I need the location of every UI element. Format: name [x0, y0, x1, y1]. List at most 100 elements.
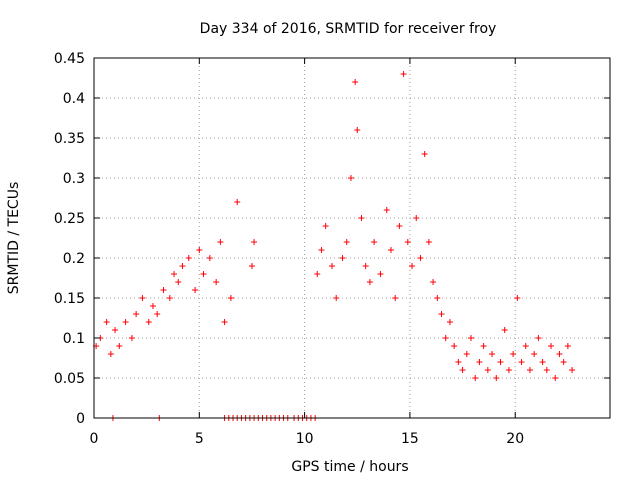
data-point — [112, 327, 119, 333]
data-point — [548, 343, 555, 349]
data-point — [396, 223, 403, 229]
data-point — [213, 279, 220, 285]
data-point — [200, 271, 207, 277]
y-tick-label: 0.4 — [63, 91, 85, 107]
data-point — [472, 375, 479, 381]
x-tick-label: 5 — [195, 431, 204, 447]
axis-ticks: 0 0.05 0.1 0.15 0.2 0.25 0.3 0.35 0.4 0.45 0 5 10 15 2… — [54, 51, 610, 447]
x-tick-label: 15 — [401, 431, 419, 447]
data-point — [535, 335, 542, 341]
data-point — [518, 359, 525, 365]
data-point — [103, 319, 110, 325]
data-point — [206, 255, 213, 261]
data-point — [166, 295, 173, 301]
data-point — [248, 263, 255, 269]
data-point — [451, 343, 458, 349]
y-tick-label: 0.35 — [54, 131, 85, 147]
data-point — [314, 271, 321, 277]
data-points — [93, 71, 576, 421]
data-point — [564, 343, 571, 349]
data-point — [116, 343, 123, 349]
data-point — [343, 239, 350, 245]
x-tick-label: 0 — [90, 431, 99, 447]
data-point — [322, 223, 329, 229]
data-point — [501, 327, 508, 333]
data-point — [149, 303, 156, 309]
data-point — [417, 255, 424, 261]
data-point — [505, 367, 512, 373]
data-point — [362, 263, 369, 269]
data-point — [251, 239, 258, 245]
data-point — [421, 151, 428, 157]
data-point — [171, 271, 178, 277]
data-point — [526, 367, 533, 373]
data-point — [446, 319, 453, 325]
data-point — [539, 359, 546, 365]
data-point — [404, 239, 411, 245]
data-point — [531, 351, 538, 357]
data-point — [217, 239, 224, 245]
y-tick-label: 0.05 — [54, 371, 85, 387]
data-point — [366, 279, 373, 285]
data-point — [333, 295, 340, 301]
data-point — [497, 359, 504, 365]
data-point — [318, 247, 325, 253]
data-point — [569, 367, 576, 373]
data-point — [463, 351, 470, 357]
data-point — [352, 79, 359, 85]
data-point — [383, 207, 390, 213]
data-point — [543, 367, 550, 373]
data-point — [160, 287, 167, 293]
x-tick-label: 20 — [506, 431, 524, 447]
data-point — [400, 71, 407, 77]
data-point — [339, 255, 346, 261]
data-point — [480, 343, 487, 349]
data-point — [133, 311, 140, 317]
data-point — [175, 279, 182, 285]
data-point — [107, 351, 114, 357]
data-point — [434, 295, 441, 301]
data-point — [196, 247, 203, 253]
data-point — [476, 359, 483, 365]
data-point — [122, 319, 129, 325]
data-point — [560, 359, 567, 365]
y-tick-label: 0.2 — [63, 251, 85, 267]
data-point — [514, 295, 521, 301]
x-axis-label: GPS time / hours — [291, 459, 408, 475]
data-point — [185, 255, 192, 261]
data-point — [438, 311, 445, 317]
data-point — [489, 351, 496, 357]
y-tick-label: 0.25 — [54, 211, 85, 227]
data-point — [522, 343, 529, 349]
data-point — [392, 295, 399, 301]
data-point — [234, 199, 241, 205]
data-point — [442, 335, 449, 341]
y-tick-label: 0.15 — [54, 291, 85, 307]
y-tick-label: 0 — [76, 411, 85, 427]
data-point — [192, 287, 199, 293]
data-point — [493, 375, 500, 381]
data-point — [455, 359, 462, 365]
data-point — [387, 247, 394, 253]
data-point — [154, 311, 161, 317]
data-point — [128, 335, 135, 341]
data-point — [358, 215, 365, 221]
data-point — [552, 375, 559, 381]
data-point — [354, 127, 361, 133]
data-point — [371, 239, 378, 245]
y-tick-label: 0.45 — [54, 51, 85, 67]
x-tick-label: 10 — [296, 431, 314, 447]
data-point — [556, 351, 563, 357]
data-point — [139, 295, 146, 301]
data-point — [221, 319, 228, 325]
data-point — [484, 367, 491, 373]
y-tick-label: 0.3 — [63, 171, 85, 187]
data-point — [467, 335, 474, 341]
data-point — [377, 271, 384, 277]
y-tick-label: 0.1 — [63, 331, 85, 347]
data-point — [510, 351, 517, 357]
y-axis-label: SRMTID / TECUs — [6, 182, 22, 295]
data-point — [459, 367, 466, 373]
data-point — [347, 175, 354, 181]
data-point — [430, 279, 437, 285]
